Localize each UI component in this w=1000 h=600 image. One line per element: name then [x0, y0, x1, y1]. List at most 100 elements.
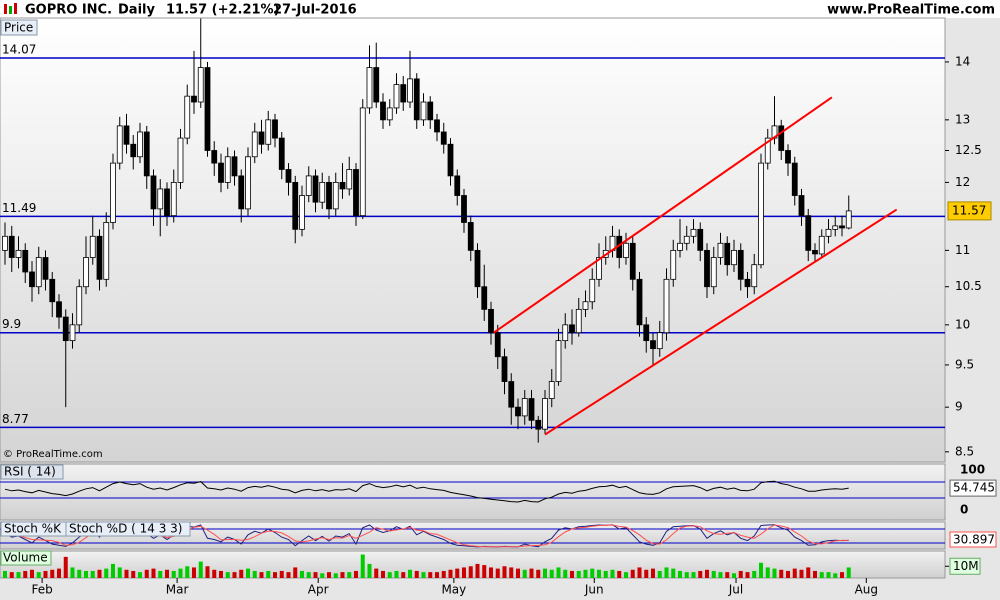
candle-body: [110, 162, 116, 223]
candle-body: [353, 169, 359, 217]
candle-body: [15, 249, 22, 258]
x-tick-label: Apr: [308, 583, 329, 597]
volume-bar: [63, 556, 68, 578]
volume-bar: [387, 572, 392, 578]
candle-body: [2, 235, 8, 251]
stoch-value: 30.897: [953, 533, 995, 547]
volume-bar: [218, 570, 223, 578]
y-tick-label: 11: [955, 243, 970, 257]
volume-bar: [617, 570, 622, 578]
volume-bar: [434, 572, 439, 578]
volume-bar: [205, 566, 210, 578]
volume-bar: [353, 570, 358, 578]
quote: 11.57 (+2.21%): [166, 3, 280, 18]
candle-body: [805, 215, 812, 251]
volume-bar: [779, 569, 784, 578]
volume-bar: [158, 570, 163, 578]
candle-body: [326, 181, 332, 210]
volume-bar: [299, 570, 304, 578]
candle-body: [164, 188, 170, 217]
legend-entry: Stoch %K: [4, 522, 62, 536]
candle-body: [184, 95, 191, 139]
candle-body: [312, 175, 319, 203]
volume-bar: [245, 568, 250, 578]
price-label: Price: [4, 21, 33, 35]
candle-body: [420, 101, 427, 121]
volume-bar: [549, 569, 554, 578]
volume-bar: [758, 562, 763, 578]
volume-bar: [482, 565, 487, 578]
volume-bar: [131, 570, 136, 578]
volume-bar: [725, 572, 730, 578]
y-tick-label: 8.5: [955, 444, 974, 458]
candle-body: [454, 175, 461, 196]
candle-body: [258, 131, 265, 145]
candle-body: [643, 324, 650, 342]
candle-body: [582, 301, 589, 310]
volume-bar: [9, 572, 14, 578]
volume-bar: [124, 569, 129, 578]
x-tick-label: Jul: [728, 583, 743, 597]
volume-bar: [137, 572, 142, 578]
candle-body: [69, 324, 76, 342]
y-tick-label: 10.5: [955, 279, 982, 293]
date: 27-Jul-2016: [273, 3, 357, 18]
candle-body: [49, 278, 56, 303]
candle-body: [103, 222, 110, 280]
volume-bar: [380, 570, 385, 578]
support-label: 11.49: [2, 201, 36, 215]
candle-body: [683, 235, 690, 244]
volume-bar: [43, 570, 48, 578]
site: www.ProRealTime.com: [827, 3, 995, 18]
candle-body: [413, 78, 420, 121]
candle-body: [656, 332, 663, 350]
volume-bar: [185, 566, 190, 578]
volume-bar: [718, 572, 723, 578]
rsi-line: [4, 480, 849, 503]
volume-bar: [745, 572, 750, 578]
volume-bar: [657, 570, 662, 578]
volume-bar: [164, 569, 169, 578]
volume-bar: [367, 563, 372, 578]
candle-body: [737, 249, 744, 280]
candle-body: [798, 195, 805, 217]
volume-label-box: [0, 550, 52, 566]
volume-bar: [509, 567, 514, 578]
volume-bar: [772, 568, 777, 578]
candle-body: [285, 169, 292, 183]
rsi-value: 54.745: [953, 481, 995, 495]
candle-body: [427, 101, 434, 121]
volume-bar: [752, 570, 757, 578]
volume-bar: [239, 569, 244, 578]
volume-bar: [286, 572, 291, 578]
volume-bar: [171, 570, 176, 578]
volume-bar: [799, 569, 804, 578]
volume-bar: [29, 569, 34, 578]
support-label: 8.77: [2, 412, 29, 426]
volume-bar: [644, 569, 649, 578]
volume-bar: [731, 573, 736, 578]
volume-bar: [637, 567, 642, 578]
volume-bar: [151, 568, 156, 578]
candle-body: [204, 67, 211, 151]
volume-bar: [83, 570, 88, 578]
y-tick-label: 14: [955, 54, 970, 68]
volume-bar: [117, 567, 122, 578]
candle-body: [596, 257, 602, 280]
header-bar: [0, 0, 1000, 18]
candle-body: [170, 181, 177, 217]
volume-bar: [542, 568, 547, 578]
candle-body: [629, 242, 636, 280]
volume-bar: [576, 570, 581, 578]
volume-bar: [738, 570, 743, 578]
volume-bar: [326, 572, 331, 578]
volume-bar: [401, 572, 406, 578]
volume-bar: [846, 567, 851, 578]
candle-body: [76, 286, 83, 326]
channel-line: [544, 208, 898, 436]
volume-bar: [583, 569, 588, 578]
candle-body: [231, 156, 238, 177]
volume-bar: [421, 572, 426, 578]
candle-body: [812, 249, 818, 255]
support-label: 9.9: [2, 317, 21, 331]
